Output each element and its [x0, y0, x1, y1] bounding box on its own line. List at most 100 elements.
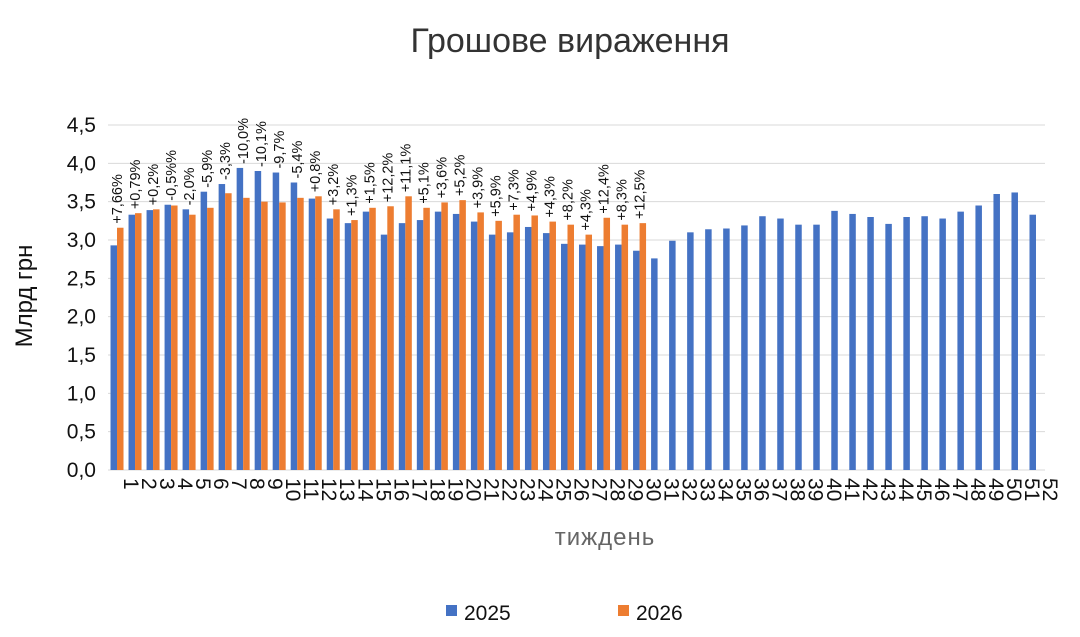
x-tick-label: 5: [191, 478, 214, 490]
bar-2025: [579, 244, 586, 470]
x-tick-label: 52: [1038, 478, 1061, 501]
x-tick-label: 3: [155, 478, 178, 490]
bar-2025: [993, 194, 1000, 470]
x-tick-label: 33: [696, 478, 719, 501]
x-tick-label: 30: [642, 478, 665, 501]
bar-2025: [344, 223, 352, 470]
y-tick-label: 3,5: [67, 191, 96, 214]
bar-2025: [416, 220, 424, 470]
bar-2026: [369, 207, 376, 471]
bar-2026: [513, 214, 520, 470]
x-axis-label: тиждень: [555, 524, 656, 551]
bar-2026: [189, 214, 196, 470]
x-tick-label: 47: [948, 478, 971, 501]
bar-2025: [939, 218, 946, 470]
x-tick-label: 46: [930, 478, 953, 501]
bar-2025: [362, 211, 370, 470]
bar-2025: [615, 244, 622, 470]
percent-change-label: +3,2%: [326, 164, 342, 206]
x-tick-label: 31: [660, 478, 683, 501]
bar-2025: [560, 243, 568, 470]
bar-2026: [531, 215, 538, 470]
percent-change-label: +7,3%: [506, 169, 522, 211]
bar-2026: [315, 196, 322, 471]
bar-2025: [164, 204, 172, 470]
bar-2026: [135, 213, 142, 470]
bar-2025: [218, 184, 226, 471]
x-tick-label: 20: [461, 478, 484, 501]
x-tick-label: 21: [479, 478, 502, 501]
bar-2025: [200, 191, 208, 470]
y-tick-label: 4,5: [67, 114, 96, 137]
bar-2026: [621, 224, 629, 470]
x-tick-label: 50: [1002, 478, 1025, 501]
bar-2025: [110, 245, 118, 470]
x-tick-label: 16: [389, 478, 412, 501]
legend-label: 2025: [464, 602, 511, 625]
bar-2025: [687, 232, 694, 470]
percent-change-label: -9,7%: [272, 131, 288, 169]
bar-2026: [261, 201, 268, 470]
x-tick-label: 27: [588, 478, 611, 501]
percent-change-label: +11,1%: [398, 144, 414, 193]
bar-2026: [585, 234, 593, 470]
bar-2025: [506, 232, 514, 470]
bar-2026: [207, 207, 214, 471]
percent-annotations: +7,66% +0,79% +0,2% -0,5%% -2,0% -5,9% -3,3% -1…: [110, 118, 649, 231]
x-tick-label: 15: [371, 478, 394, 501]
percent-change-label: -5,9%: [200, 150, 216, 188]
x-tick-label: 44: [894, 478, 917, 502]
bar-2025: [1029, 214, 1036, 470]
x-tick-label: 6: [209, 478, 232, 490]
percent-change-label: -10,1%: [254, 121, 270, 167]
x-tick-label: 18: [425, 478, 448, 501]
bar-2025: [380, 234, 388, 470]
percent-change-label: +1,5%: [362, 162, 378, 204]
percent-change-label: +5,9%: [488, 175, 504, 217]
x-tick-label: 22: [497, 478, 520, 501]
bar-2025: [542, 233, 550, 470]
percent-change-label: +12,2%: [380, 153, 396, 203]
x-tick-label: 8: [245, 478, 268, 490]
x-tick-label: 38: [786, 478, 809, 501]
bar-2026: [423, 207, 430, 471]
y-axis-label: Млрд грн: [11, 245, 38, 348]
x-tick-label: 45: [912, 478, 935, 501]
x-tick-label: 37: [768, 478, 791, 501]
bar-2026: [495, 220, 502, 470]
bar-2025: [903, 217, 910, 470]
legend-swatch: [618, 605, 629, 616]
percent-change-label: -0,5%%: [164, 150, 180, 201]
chart-title: Грошове вираження: [410, 22, 729, 60]
bar-2026: [405, 196, 412, 471]
bars: [110, 167, 1036, 471]
percent-change-label: +5,2%: [452, 155, 468, 197]
percent-change-label: -2,0%: [182, 167, 198, 205]
bar-2025: [921, 216, 928, 470]
bar-2025: [524, 226, 532, 470]
bar-2026: [477, 212, 484, 470]
percent-change-label: +4,3%: [542, 176, 558, 218]
bar-2026: [279, 202, 286, 470]
bar-2025: [669, 240, 676, 470]
bar-2026: [171, 205, 178, 470]
bar-2026: [243, 197, 250, 471]
x-tick-label: 49: [984, 478, 1007, 501]
bar-2026: [567, 224, 574, 470]
bar-2025: [795, 224, 802, 470]
bar-2025: [849, 213, 856, 470]
legend: 2025 2026: [446, 602, 683, 625]
percent-change-label: +0,79%: [128, 159, 144, 209]
x-tick-label: 14: [353, 478, 376, 502]
y-tick-label: 1,5: [67, 344, 96, 367]
x-tick-label: 17: [407, 478, 430, 501]
percent-change-label: +4,3%: [579, 189, 595, 231]
bar-2025: [741, 225, 748, 470]
percent-change-label: +4,9%: [524, 170, 540, 212]
bar-2025: [597, 246, 604, 470]
x-tick-label: 51: [1020, 478, 1043, 501]
x-axis-ticks: 1234567891011121314151617181920212223242…: [119, 478, 1061, 502]
x-tick-label: 2: [137, 478, 160, 490]
